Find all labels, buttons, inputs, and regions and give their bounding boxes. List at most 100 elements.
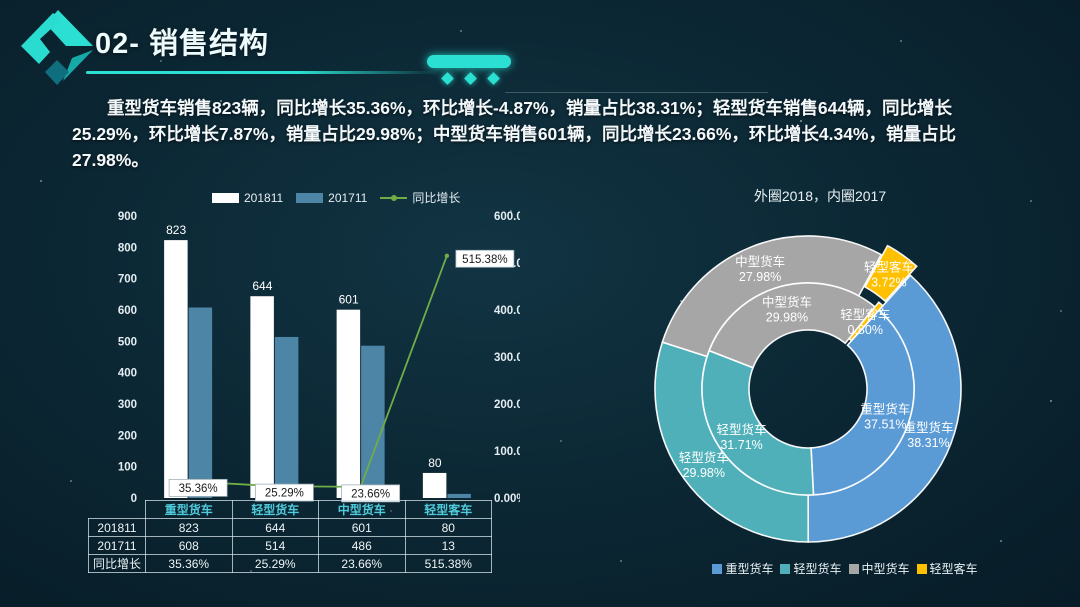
donut-legend-swatch — [712, 563, 723, 574]
right-axis-tick: 0.00% — [494, 493, 520, 505]
table-header-cell: 重型货车 — [145, 500, 233, 519]
right-axis-tick: 400.00% — [494, 305, 520, 317]
growth-line — [188, 255, 448, 488]
table-header-cell: 中型货车 — [318, 500, 406, 519]
donut-slice-inner — [848, 301, 884, 342]
donut-legend-label: 中型货车 — [861, 562, 910, 576]
left-axis-tick: 700 — [118, 274, 137, 286]
diamond-icon — [441, 72, 454, 85]
left-axis-tick: 100 — [118, 462, 137, 474]
donut-slice-label: 轻型货车 31.71% — [717, 422, 767, 452]
left-axis-tick: 0 — [131, 493, 137, 505]
donut-slice-label: 中型货车 27.98% — [735, 254, 785, 284]
growth-label-box — [168, 478, 228, 497]
donut-slice-label: 轻型货车 29.98% — [679, 450, 729, 480]
table-cell: 486 — [318, 536, 406, 555]
title-underline — [86, 71, 438, 74]
table-row-label: 201711 — [88, 536, 146, 555]
bar-201711 — [274, 336, 299, 498]
table-cell: 515.38% — [404, 554, 492, 573]
donut-slice-label: 轻型客车 0.80% — [840, 307, 890, 337]
legend-swatch-201811 — [212, 192, 239, 203]
donut-legend-item: 轻型客车 — [916, 560, 978, 577]
right-axis-tick: 100.00% — [494, 446, 520, 458]
diamond-icon — [487, 72, 500, 85]
table-cell: 80 — [404, 518, 492, 537]
growth-label: 23.66% — [351, 488, 390, 500]
donut-legend-label: 轻型客车 — [929, 562, 978, 576]
bar-201811 — [336, 309, 361, 498]
growth-label: 35.36% — [179, 483, 218, 495]
table-row: 201711 608 514 486 13 — [88, 536, 492, 555]
table-row: 201811 823 644 601 80 — [88, 518, 492, 537]
starfield-decoration — [40, 180, 42, 182]
table-cell: 514 — [231, 536, 319, 555]
donut-title: 外圈2018，内圈2017 — [753, 188, 887, 204]
table-row: 同比增长 35.36% 25.29% 23.66% 515.38% — [88, 554, 492, 573]
donut-legend: 重型货车 轻型货车 中型货车 轻型客车 — [655, 560, 1035, 577]
growth-label-box — [455, 249, 515, 268]
donut-slice-inner — [810, 309, 915, 496]
right-axis-tick: 300.00% — [494, 352, 520, 364]
donut-slice-label: 中型货车 29.98% — [762, 295, 812, 325]
legend-label: 同比增长 — [412, 191, 461, 205]
bar-value-label: 644 — [252, 279, 272, 293]
bar-value-label: 601 — [339, 293, 359, 307]
donut-legend-item: 重型货车 — [712, 560, 773, 577]
left-axis-tick: 900 — [118, 211, 137, 223]
table-header-cell: 轻型货车 — [231, 500, 319, 519]
diamond-icon — [464, 72, 477, 85]
bar-201811 — [422, 472, 447, 498]
table-header-cell: 轻型客车 — [404, 500, 492, 519]
donut-slice-inner — [701, 349, 815, 496]
growth-label: 515.38% — [462, 254, 507, 266]
legend-line-swatch — [380, 194, 408, 201]
table-cell: 823 — [145, 518, 233, 537]
table-cell: 25.29% — [231, 554, 319, 573]
donut-legend-swatch — [780, 563, 791, 574]
header-divider-line — [505, 92, 768, 93]
deco-bar — [427, 55, 511, 68]
donut-legend-swatch — [916, 563, 927, 574]
left-axis-tick: 300 — [118, 399, 137, 411]
donut-slice-outer — [863, 244, 918, 303]
left-axis-tick: 400 — [118, 368, 137, 380]
bar-201811 — [164, 240, 188, 499]
table-row-label: 同比增长 — [88, 554, 146, 573]
growth-point — [444, 253, 450, 258]
logo-icon — [21, 10, 93, 85]
donut-legend-label: 重型货车 — [725, 562, 774, 576]
table-cell: 608 — [145, 536, 233, 555]
donut-chart-svg: 重型货车 38.31% 轻型货车 29.98% 中型货车 27.98% 轻型客车 3.72% 重… — [654, 235, 962, 543]
combo-chart-svg: 0 100 200 300 400 500 600 700 800 900 0.00% 100.00%… — [118, 211, 520, 505]
left-axis-tick: 200 — [118, 430, 137, 442]
left-axis-tick: 600 — [118, 305, 137, 317]
legend-item-201811: 201811 — [212, 191, 283, 205]
legend-line-dot — [391, 194, 398, 201]
legend-swatch-201711 — [296, 192, 324, 203]
left-axis-tick: 800 — [118, 242, 137, 254]
donut-slice-inner — [708, 282, 877, 369]
legend-label: 201811 — [244, 190, 284, 205]
table-cell: 644 — [231, 518, 319, 537]
data-table: 重型货车 轻型货车 中型货车 轻型客车 201811 823 644 601 80 201711 6… — [88, 500, 492, 573]
table-cell: 35.36% — [145, 554, 233, 573]
left-axis-tick: 500 — [118, 336, 137, 348]
table-cell: 601 — [318, 518, 406, 537]
growth-label: 25.29% — [265, 488, 304, 500]
table-corner-cell — [89, 501, 146, 519]
legend-label: 201711 — [328, 190, 368, 205]
donut-legend-item: 轻型货车 — [780, 560, 842, 577]
intro-text: 重型货车销售823辆，同比增长35.36%，环比增长-4.87%，销量占比38.… — [72, 98, 956, 170]
bar-value-label: 80 — [428, 456, 442, 470]
donut-legend-item: 中型货车 — [848, 560, 910, 577]
right-axis-tick: 600.00% — [494, 211, 520, 223]
bar-value-label: 823 — [166, 223, 186, 237]
bar-201711 — [361, 345, 385, 498]
donut-legend-swatch — [848, 563, 859, 574]
legend-item-201711: 201711 — [296, 191, 367, 205]
legend-item-growth: 同比增长 — [380, 189, 460, 206]
right-axis-tick: 200.00% — [494, 399, 520, 411]
donut-slice-label: 重型货车 37.51% — [860, 401, 910, 431]
